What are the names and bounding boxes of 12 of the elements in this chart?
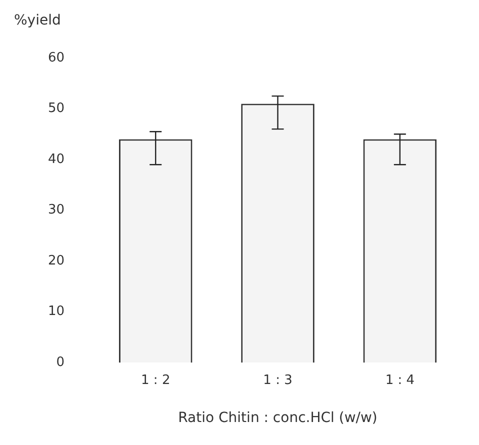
y-tick-label: 60: [48, 50, 65, 66]
y-tick-label: 0: [56, 354, 65, 370]
y-tick-label: 10: [48, 304, 65, 320]
y-tick-label: 50: [48, 101, 65, 116]
x-tick-label: 1 : 3: [263, 372, 292, 388]
y-tick-label: 40: [48, 152, 65, 167]
x-tick-label: 1 : 4: [385, 372, 415, 388]
x-tick-label: 1 : 2: [141, 372, 170, 388]
y-tick-label: 30: [48, 202, 65, 218]
y-axis-title: %yield: [14, 12, 61, 29]
y-tick-label: 20: [48, 253, 65, 268]
x-axis-title: Ratio Chitin : conc.HCl (w/w): [178, 410, 378, 426]
